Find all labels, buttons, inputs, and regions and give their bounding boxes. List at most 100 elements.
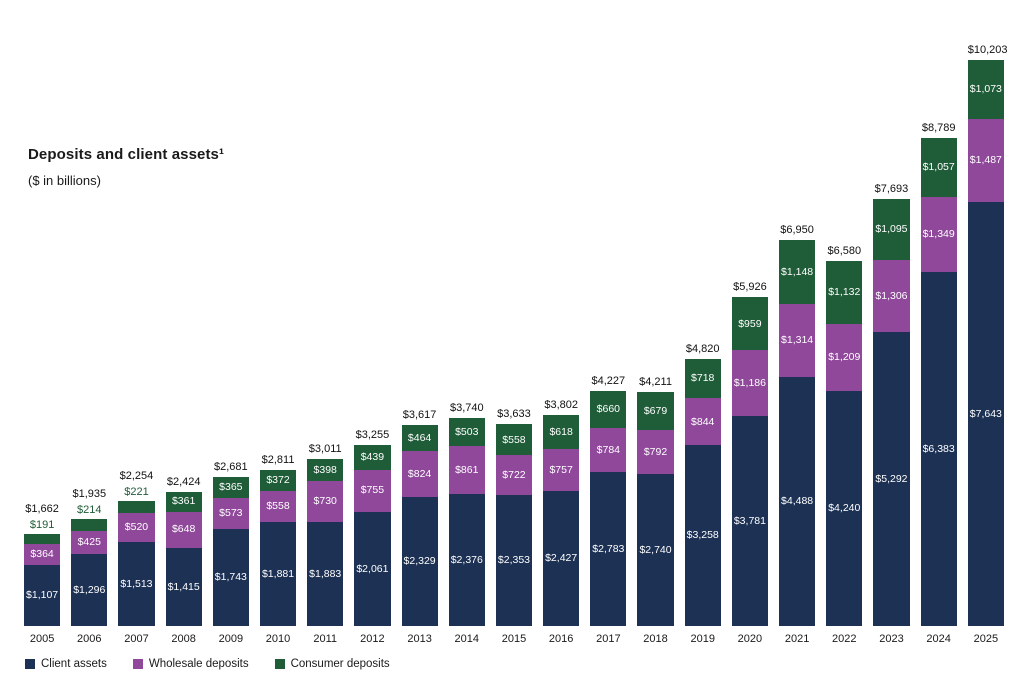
segment-consumer-deposits-2012: $439 — [354, 445, 391, 470]
segment-value-label: $1,209 — [828, 350, 861, 363]
segment-consumer-deposits-2006 — [71, 518, 108, 531]
segment-consumer-deposits-2021: $1,148 — [779, 240, 816, 305]
segment-consumer-deposits-2024: $1,057 — [920, 138, 957, 197]
bar-column-2015: $3,633 $558 $722 $2,353 2015 — [495, 408, 533, 645]
segment-value-label: $520 — [124, 521, 149, 534]
segment-client-assets-2006: $1,296 — [71, 554, 108, 626]
segment-wholesale-deposits-2022: $1,209 — [826, 323, 863, 391]
x-axis-label-2017: 2017 — [596, 633, 621, 645]
segment-value-label: $2,427 — [545, 552, 578, 565]
segment-value-label: $755 — [360, 484, 385, 497]
segment-value-label: $364 — [30, 548, 54, 561]
total-label-2017: $4,227 — [591, 375, 626, 388]
x-axis-label-2023: 2023 — [879, 633, 904, 645]
segment-value-label: $844 — [691, 415, 715, 428]
segment-value-label: $2,353 — [497, 554, 531, 567]
segment-value-label: $503 — [455, 426, 479, 439]
chart-title-block: Deposits and client assets¹ ($ in billio… — [28, 146, 224, 188]
x-axis-label-2015: 2015 — [501, 633, 527, 645]
segment-consumer-deposits-2008: $361 — [165, 491, 202, 512]
segment-wholesale-deposits-2009: $573 — [212, 497, 249, 530]
x-axis-label-2016: 2016 — [548, 633, 574, 645]
segment-client-assets-2025: $7,643 — [967, 201, 1004, 626]
segment-wholesale-deposits-2019: $844 — [684, 398, 721, 446]
total-label-2019: $4,820 — [685, 342, 720, 355]
x-axis-label-2009: 2009 — [218, 633, 244, 645]
segment-consumer-deposits-2011: $398 — [307, 458, 344, 481]
segment-client-assets-2023: $5,292 — [873, 332, 910, 626]
segment-wholesale-deposits-2017: $784 — [590, 428, 627, 472]
total-label-2013: $3,617 — [402, 409, 437, 422]
segment-wholesale-deposits-2013: $824 — [401, 451, 438, 497]
segment-value-label: $1,415 — [167, 580, 200, 593]
segment-value-label: $718 — [691, 372, 715, 385]
segment-value-label: $722 — [502, 469, 526, 482]
legend-swatch-icon — [25, 659, 35, 669]
bar-column-2012: $3,255 $439 $755 $2,061 2012 — [354, 429, 391, 645]
segment-value-label: $361 — [171, 495, 196, 508]
segment-wholesale-deposits-2010: $558 — [259, 490, 297, 522]
segment-value-label: $1,095 — [875, 223, 908, 236]
segment-consumer-deposits-2025: $1,073 — [967, 59, 1004, 120]
segment-client-assets-2010: $1,881 — [259, 521, 297, 626]
bar-column-2021: $6,950 $1,148 $1,314 $4,488 2021 — [779, 224, 816, 645]
segment-value-label: $1,107 — [26, 589, 59, 602]
x-axis-label-2011: 2011 — [313, 633, 338, 645]
x-axis-label-2010: 2010 — [265, 633, 291, 645]
bar-column-2019: $4,820 $718 $844 $3,258 2019 — [684, 342, 721, 645]
x-axis-label-2008: 2008 — [171, 633, 196, 645]
segment-client-assets-2017: $2,783 — [590, 471, 627, 626]
segment-wholesale-deposits-2021: $1,314 — [779, 304, 816, 377]
x-axis-label-2020: 2020 — [737, 633, 763, 645]
legend-label: Wholesale deposits — [148, 658, 249, 670]
segment-value-label: $3,258 — [686, 529, 719, 542]
segment-value-label: $4,240 — [828, 502, 861, 515]
segment-consumer-deposits-2016: $618 — [543, 415, 580, 450]
segment-consumer-deposits-2009: $365 — [212, 477, 249, 498]
segment-value-label: $792 — [643, 445, 668, 458]
segment-value-label: $1,132 — [828, 285, 861, 298]
legend-item-wholesale-deposits: Wholesale deposits — [132, 658, 249, 670]
segment-value-label: $4,488 — [781, 495, 814, 508]
segment-wholesale-deposits-2015: $722 — [495, 455, 533, 496]
segment-value-label: $6,383 — [922, 442, 955, 455]
segment-wholesale-deposits-2025: $1,487 — [967, 119, 1004, 202]
segment-client-assets-2011: $1,883 — [307, 521, 344, 626]
x-axis-label-2007: 2007 — [124, 633, 149, 645]
total-label-2012: $3,255 — [355, 429, 390, 442]
x-axis-label-2018: 2018 — [643, 633, 668, 645]
segment-value-label: $425 — [77, 536, 101, 549]
segment-value-label: $558 — [266, 499, 290, 512]
total-label-2025: $10,203 — [967, 43, 1008, 56]
segment-client-assets-2018: $2,740 — [637, 473, 674, 626]
total-label-2014: $3,740 — [449, 402, 484, 415]
segment-value-label: $1,296 — [73, 583, 106, 596]
segment-value-label: $2,740 — [639, 543, 672, 556]
segment-value-label: $959 — [738, 317, 762, 330]
x-axis-label-2014: 2014 — [454, 633, 480, 645]
x-axis-label-2021: 2021 — [784, 633, 810, 645]
segment-client-assets-2009: $1,743 — [212, 529, 249, 626]
legend-swatch-icon — [274, 659, 285, 669]
segment-value-label: $618 — [549, 425, 573, 438]
segment-wholesale-deposits-2011: $730 — [307, 481, 344, 522]
bar-column-2023: $7,693 $1,095 $1,306 $5,292 2023 — [873, 183, 910, 645]
segment-consumer-deposits-2017: $660 — [590, 391, 627, 428]
segment-value-label: $439 — [360, 451, 385, 464]
segment-client-assets-2005: $1,107 — [24, 564, 61, 626]
total-label-2022: $6,580 — [827, 244, 862, 257]
segment-value-label: $398 — [313, 463, 337, 476]
segment-client-assets-2007: $1,513 — [118, 542, 155, 626]
segment-client-assets-2016: $2,427 — [543, 491, 580, 626]
segment-client-assets-2012: $2,061 — [354, 511, 391, 626]
segment-label-outside-2005: $191 — [29, 518, 55, 531]
segment-consumer-deposits-2014: $503 — [448, 418, 485, 447]
chart-subtitle: ($ in billions) — [28, 173, 101, 188]
total-label-2006: $1,935 — [72, 487, 107, 500]
segment-value-label: $3,781 — [733, 514, 766, 527]
segment-value-label: $1,487 — [969, 154, 1002, 167]
x-axis-label-2025: 2025 — [973, 633, 999, 645]
x-axis-label-2024: 2024 — [926, 633, 951, 645]
segment-value-label: $648 — [171, 523, 196, 536]
bar-column-2017: $4,227 $660 $784 $2,783 2017 — [590, 375, 627, 645]
